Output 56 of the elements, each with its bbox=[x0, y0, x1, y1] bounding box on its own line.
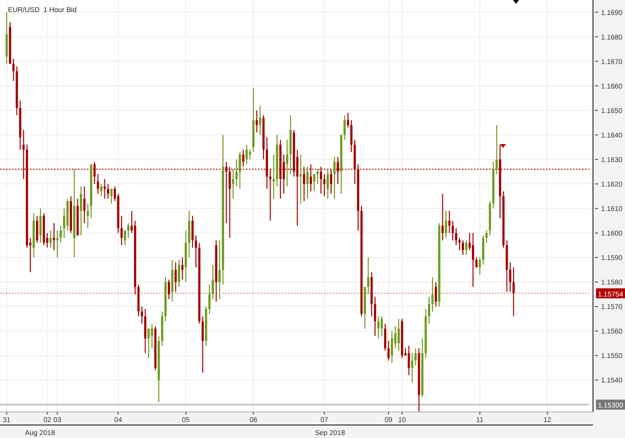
candlestick bbox=[448, 210, 450, 234]
candlestick bbox=[408, 345, 410, 376]
candlestick bbox=[171, 259, 174, 302]
candlestick bbox=[414, 348, 417, 366]
candlestick bbox=[104, 178, 106, 200]
candlestick bbox=[191, 215, 194, 248]
candlestick bbox=[80, 186, 82, 236]
candlestick bbox=[96, 174, 100, 194]
candlestick bbox=[150, 323, 154, 349]
candlestick bbox=[242, 149, 244, 168]
candlestick bbox=[346, 112, 350, 128]
candlestick bbox=[398, 318, 400, 352]
candlestick bbox=[316, 168, 319, 184]
candlestick bbox=[148, 328, 150, 359]
candlestick bbox=[512, 266, 515, 317]
candlestick bbox=[465, 240, 468, 256]
candlestick bbox=[310, 164, 312, 192]
candlestick bbox=[238, 152, 241, 190]
candlestick bbox=[256, 110, 258, 133]
candlestick bbox=[472, 232, 474, 288]
candlestick bbox=[36, 215, 38, 244]
candlestick bbox=[458, 237, 461, 251]
candlestick bbox=[475, 257, 478, 268]
candlestick bbox=[127, 222, 130, 238]
candlestick bbox=[326, 168, 329, 200]
candlestick bbox=[228, 166, 231, 238]
candlestick bbox=[83, 186, 86, 224]
candlestick bbox=[52, 222, 56, 251]
candlestick bbox=[100, 183, 102, 197]
candlestick bbox=[320, 166, 322, 194]
candlestick bbox=[442, 193, 444, 241]
candlestick bbox=[232, 168, 234, 200]
candlestick bbox=[246, 144, 248, 165]
candlestick bbox=[300, 154, 302, 204]
candlestick bbox=[434, 282, 437, 308]
candlestick bbox=[56, 230, 58, 258]
candlestick bbox=[330, 168, 332, 194]
candlestick bbox=[444, 210, 448, 238]
candlestick bbox=[380, 316, 383, 336]
candlestick bbox=[124, 230, 126, 246]
candlestick bbox=[168, 279, 170, 300]
candlestick bbox=[248, 149, 252, 160]
candlestick bbox=[178, 259, 180, 288]
candlestick bbox=[390, 330, 394, 364]
candlestick bbox=[367, 257, 370, 295]
candlestick bbox=[6, 12, 8, 64]
candlestick bbox=[50, 230, 52, 248]
candlestick bbox=[302, 166, 306, 202]
candlestick bbox=[39, 208, 42, 244]
candlestick bbox=[174, 262, 177, 292]
candlestick bbox=[144, 308, 146, 354]
candlestick bbox=[208, 284, 211, 314]
candlestick bbox=[306, 166, 309, 200]
candlestick bbox=[235, 158, 238, 187]
candlestick bbox=[259, 104, 262, 136]
candlestick bbox=[181, 257, 184, 280]
